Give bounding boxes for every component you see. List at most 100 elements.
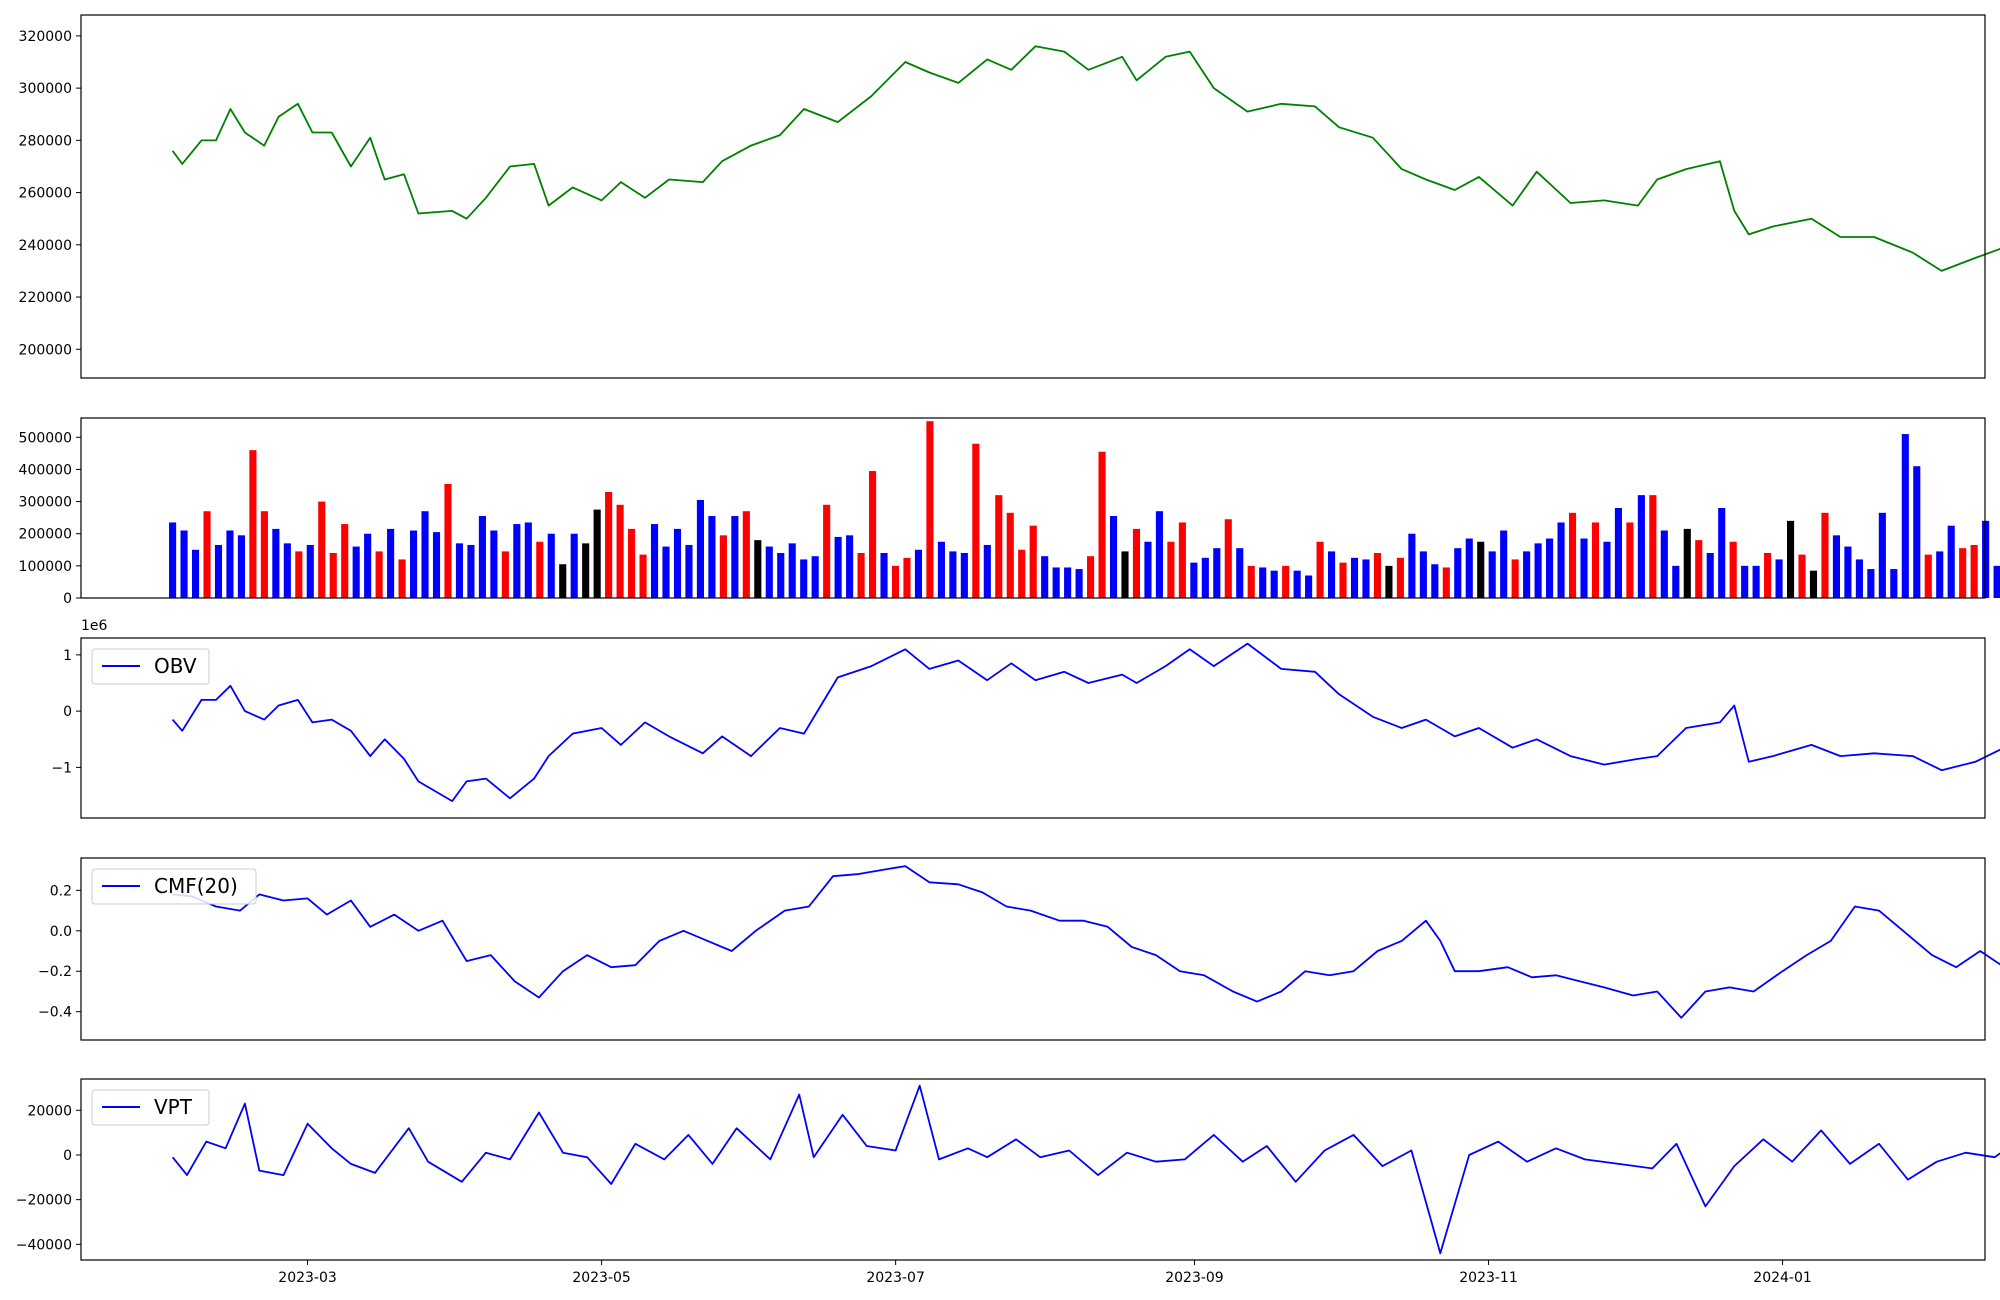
volume-bar [1305, 575, 1313, 598]
volume-bar [1270, 570, 1278, 598]
volume-bar [1959, 548, 1967, 598]
volume-bar [1660, 530, 1668, 598]
volume-bar [387, 528, 395, 598]
volume-bar [1890, 569, 1898, 598]
volume-bar [444, 483, 452, 598]
volume-bar [501, 551, 509, 598]
volume-bar [1775, 559, 1783, 598]
volume-bar [1982, 520, 1990, 598]
volume-bar [1534, 543, 1542, 598]
vpt-legend-label: VPT [154, 1095, 193, 1119]
volume-bar [582, 543, 590, 598]
volume-bar [524, 522, 532, 598]
volume-bar [800, 559, 808, 598]
volume-bar [1718, 508, 1726, 598]
volume-bar [1247, 565, 1255, 598]
volume-bar [1224, 519, 1232, 598]
volume-bar [203, 511, 211, 598]
volume-bar [628, 528, 636, 598]
price-ytick-label: 220000 [19, 290, 72, 306]
x-tick-label: 2023-05 [572, 1270, 631, 1286]
volume-bar [765, 546, 773, 598]
volume-bar [169, 522, 177, 598]
volume-ytick-label: 0 [63, 591, 72, 607]
volume-bar [559, 564, 567, 598]
volume-bar [547, 533, 555, 598]
volume-bar [754, 540, 762, 598]
volume-bar [983, 544, 991, 598]
cmf-ytick-label: 0.2 [50, 883, 72, 899]
volume-bar [868, 471, 877, 598]
volume-bar [1029, 525, 1037, 598]
vpt-line [171, 1084, 2000, 1255]
volume-bar [673, 528, 682, 598]
cmf-panel: −0.4 −0.2 0.0 0.2 CMF(20) [38, 857, 2000, 1041]
cmf-axes-frame [80, 857, 1986, 1041]
volume-bar [1741, 565, 1749, 598]
volume-bar [214, 544, 223, 598]
x-tick-label: 2023-07 [866, 1270, 925, 1286]
vpt-ytick-label: −20000 [16, 1193, 72, 1209]
volume-bar [1855, 559, 1863, 598]
volume-bar [352, 546, 360, 598]
volume-bar [1706, 553, 1714, 598]
volume-bar [926, 421, 934, 598]
volume-bar [696, 499, 704, 598]
volume-bar [1327, 551, 1336, 598]
volume-bar [1259, 567, 1267, 598]
vpt-legend-box [91, 1089, 210, 1126]
volume-bar [639, 554, 647, 598]
volume-bar [341, 524, 349, 598]
obv-legend-box [91, 648, 210, 685]
volume-bar [1683, 528, 1691, 598]
volume-bar [1568, 512, 1577, 598]
volume-bar [1947, 525, 1955, 598]
volume-bar [995, 495, 1003, 598]
obv-ytick-label: −1 [51, 760, 72, 776]
volume-bar [1098, 451, 1106, 598]
volume-bar [1385, 565, 1393, 598]
volume-ytick-label: 500000 [19, 430, 72, 446]
x-tick-label: 2023-03 [278, 1270, 337, 1286]
volume-bar [972, 443, 980, 598]
volume-bar [846, 535, 854, 598]
volume-bar [1167, 541, 1175, 598]
volume-bar [1500, 530, 1508, 598]
volume-panel: 0 100000 200000 300000 400000 500000 [19, 417, 2000, 607]
x-tick-label: 2023-09 [1165, 1270, 1224, 1286]
volume-bar [1178, 522, 1186, 598]
volume-ytick-label: 100000 [19, 559, 72, 575]
volume-bar [1752, 565, 1760, 598]
volume-bar [834, 536, 842, 598]
volume-bar [1867, 569, 1875, 598]
volume-bar [1511, 559, 1519, 598]
volume-bar [410, 530, 418, 598]
volume-bar [513, 524, 521, 598]
volume-bar [1901, 434, 1909, 598]
volume-bar [1786, 520, 1795, 598]
volume-bar [949, 551, 957, 598]
cmf-legend-label: CMF(20) [154, 874, 238, 898]
volume-bar [1396, 557, 1404, 598]
price-ytick-label: 300000 [19, 81, 72, 97]
volume-bar [662, 546, 670, 598]
volume-bar [398, 559, 406, 598]
volume-bar [283, 543, 291, 598]
volume-bar [1293, 570, 1301, 598]
volume-bar [1155, 511, 1163, 598]
vpt-panel: −40000 −20000 0 20000 VPT [16, 1078, 2000, 1261]
price-ytick-label: 260000 [19, 186, 72, 202]
volume-bar [1408, 533, 1416, 598]
volume-bar [421, 511, 429, 598]
volume-bar [1614, 508, 1622, 598]
volume-ytick-label: 300000 [19, 495, 72, 511]
volume-bar [1282, 565, 1290, 598]
price-ytick-label: 240000 [19, 238, 72, 254]
volume-bar [536, 541, 544, 598]
volume-bar [1190, 562, 1198, 598]
volume-bar [1052, 567, 1060, 598]
volume-bar [593, 509, 601, 598]
volume-bar [708, 516, 716, 598]
volume-bar [478, 516, 486, 598]
vpt-legend: VPT [91, 1089, 210, 1126]
